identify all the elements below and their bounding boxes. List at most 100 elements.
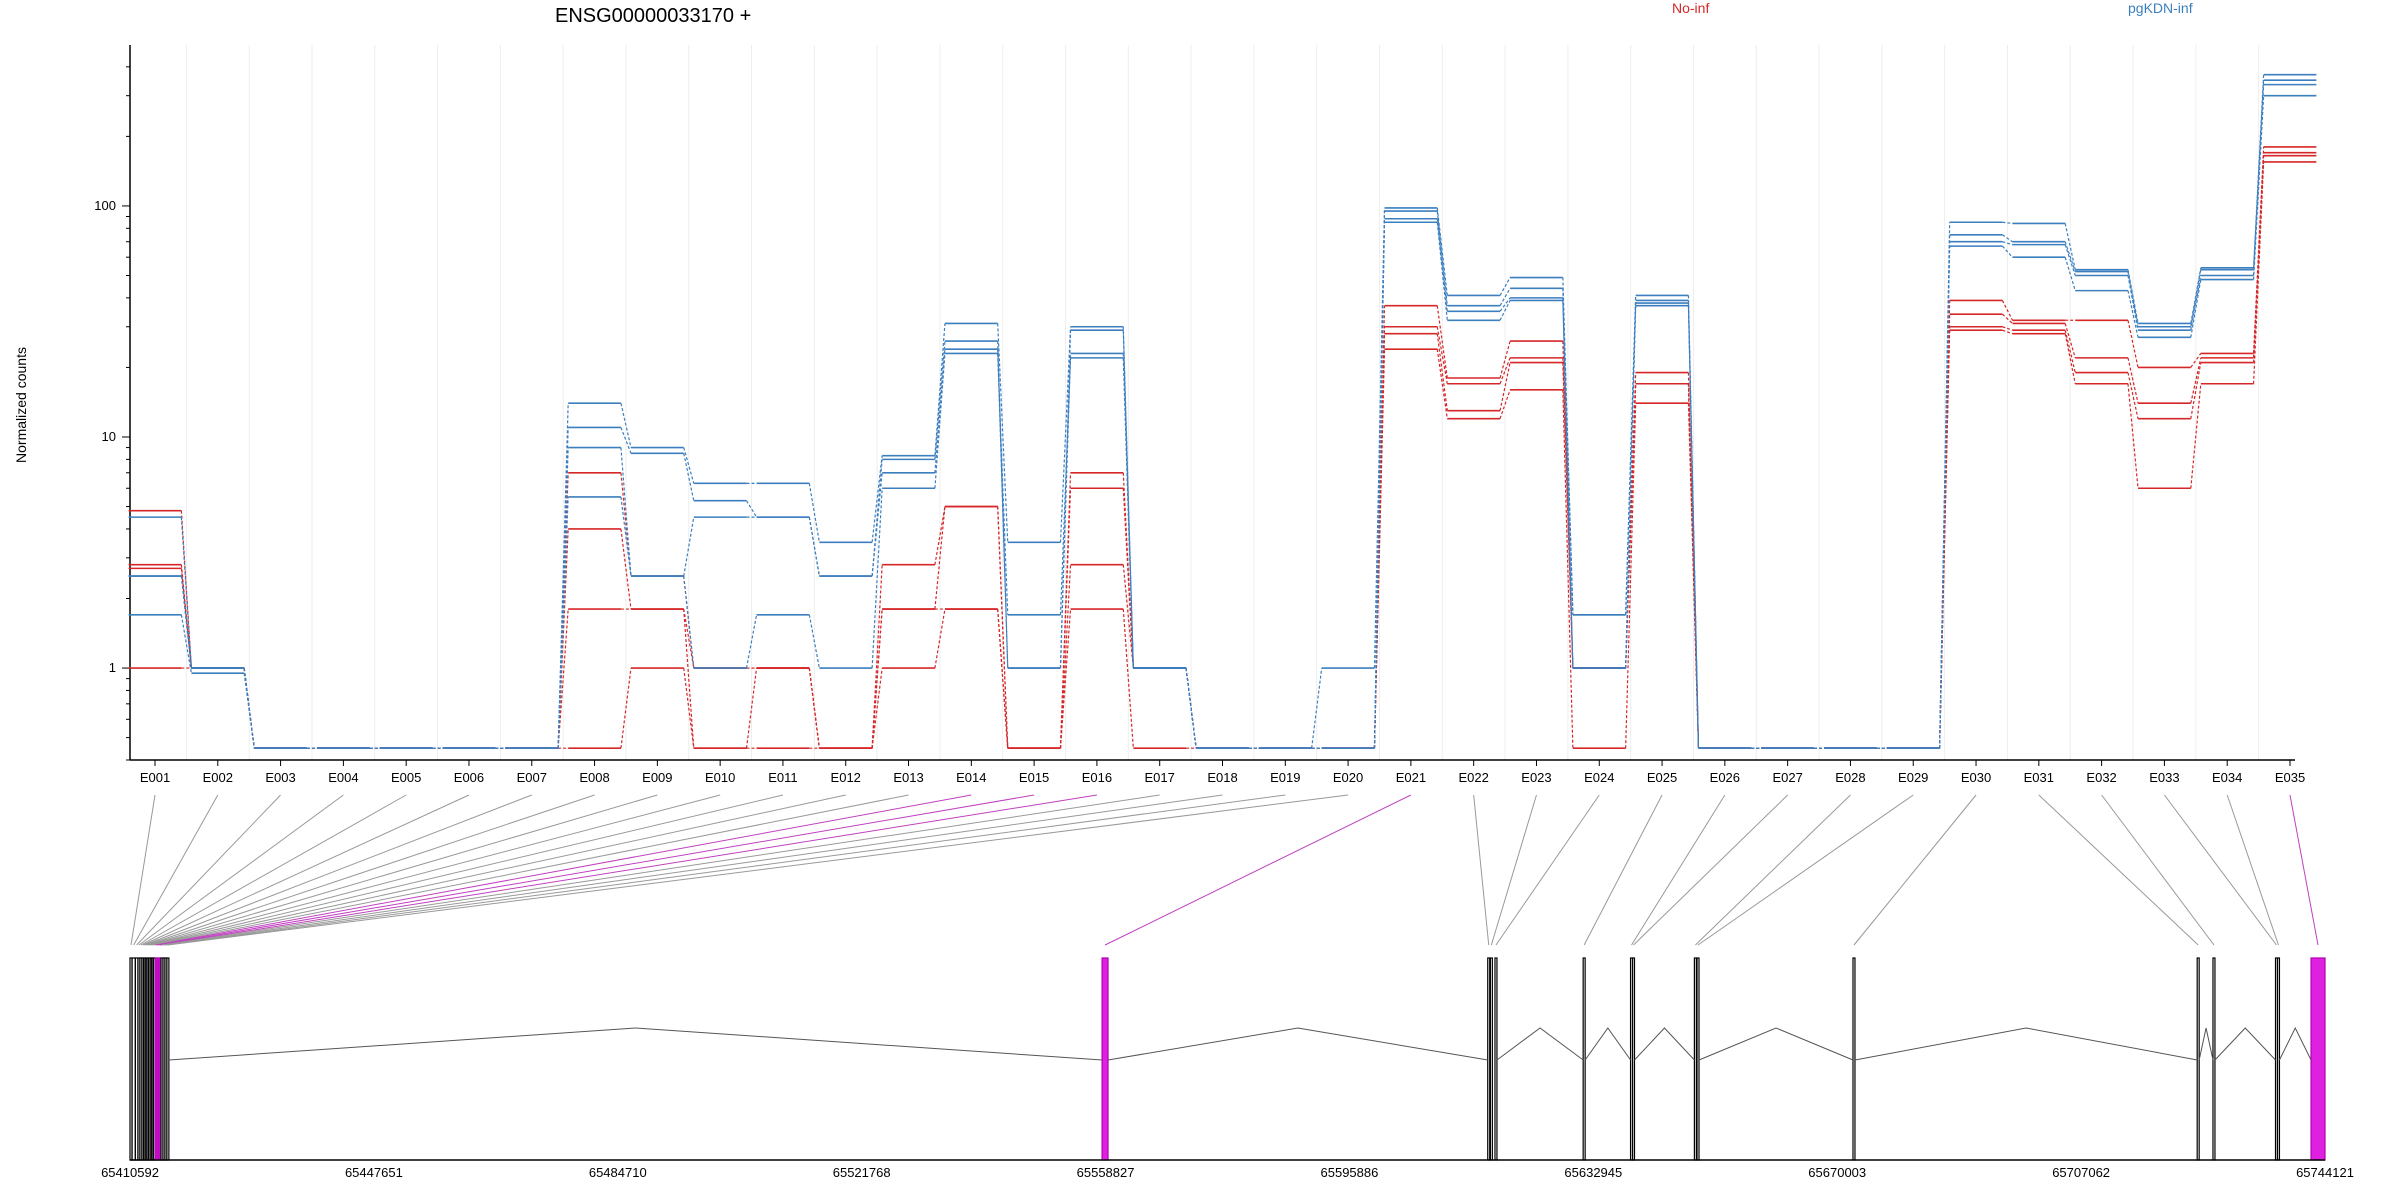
chart-title: ENSG00000033170 + [555, 5, 751, 27]
exon-connector-line [1495, 794, 1600, 946]
exon-connector-line [1697, 794, 1914, 946]
exon-connector-line [1473, 794, 1490, 946]
exon-connector-line [133, 794, 219, 946]
genomic-coordinate-label: 65484710 [589, 1165, 647, 1180]
exon-connectors [130, 794, 2319, 946]
exon-connector-line [2164, 794, 2277, 946]
series-connector-6 [180, 84, 2265, 749]
series-connector-0 [180, 146, 2265, 749]
exon-label: E020 [1333, 770, 1363, 785]
exon-label: E028 [1835, 770, 1865, 785]
intron-line [1496, 1027, 1584, 1061]
exon-box [1582, 957, 1586, 1161]
exon-box [1852, 957, 1856, 1161]
exon-label: E018 [1207, 770, 1237, 785]
exon-connector-line [140, 794, 407, 946]
exon-label: E016 [1082, 770, 1112, 785]
exon-label: E032 [2086, 770, 2116, 785]
exon-label: E015 [1019, 770, 1049, 785]
intron-line [2198, 1027, 2214, 1061]
exon-label: E014 [956, 770, 986, 785]
exon-connector-line [1695, 794, 1851, 946]
exon-connector-line [1633, 794, 1788, 946]
series-connector-5 [180, 80, 2265, 749]
exon-connector-line [1490, 794, 1537, 946]
series-line-4 [128, 73, 2317, 749]
exon-connector-line [1104, 794, 1412, 946]
legend-entry-pgkdn-inf: pgKDN-inf [2128, 0, 2193, 16]
exon-connector-line [145, 794, 595, 946]
series-connector-7 [180, 95, 2265, 749]
intron-line [2279, 1026, 2312, 1061]
series-connector-3 [181, 161, 2265, 749]
exon-connector-line [136, 794, 281, 946]
exon-connector-line [147, 794, 658, 946]
exon-label: E004 [328, 770, 358, 785]
exon-box [1489, 957, 1493, 1161]
exon-connector-line [2226, 794, 2279, 946]
exon-label: E003 [265, 770, 295, 785]
exon-connector-line [1631, 794, 1726, 946]
genomic-coordinate-label: 65521768 [833, 1165, 891, 1180]
exon-connector-line [2038, 794, 2199, 946]
exon-label: E002 [203, 770, 233, 785]
exon-label: E027 [1772, 770, 1802, 785]
exon-label: E024 [1584, 770, 1614, 785]
axes: 1 10 100 [94, 45, 2295, 761]
series-connector-4 [180, 74, 2265, 749]
genomic-coordinate-label: 65632945 [1564, 1165, 1622, 1180]
exon-connector-line [1853, 794, 1977, 946]
exon-label: E005 [391, 770, 421, 785]
series-connector-2 [180, 155, 2265, 749]
exon-connector-line [138, 794, 344, 946]
intron-line [2214, 1027, 2276, 1061]
exon-box [1494, 957, 1498, 1161]
exon-box [2276, 957, 2281, 1161]
exon-label: E035 [2275, 770, 2305, 785]
exon-label: E001 [140, 770, 170, 785]
exon-box [1101, 957, 1109, 1161]
exon-connector-line [155, 794, 972, 946]
legend-entry-no-inf: No-inf [1672, 0, 1709, 16]
exon-connector-line [161, 794, 1160, 946]
exon-connector-line [152, 794, 846, 946]
exon-label: E017 [1145, 770, 1175, 785]
series-line-2 [128, 154, 2317, 749]
y-axis-label: Normalized counts [13, 347, 29, 463]
exon-label: E026 [1710, 770, 1740, 785]
exon-labels: E001 E002 E003 E004 E005 E006 E007 E008 E009 E010… [140, 760, 2305, 785]
genomic-axis: 65410592 65447651 65484710 65521768 65558827… [101, 1159, 2354, 1180]
series-lines [128, 73, 2317, 749]
exon-box [2310, 957, 2326, 1161]
exon-label: E022 [1458, 770, 1488, 785]
series-line-3 [128, 161, 2317, 749]
intron-line [1584, 1027, 1631, 1061]
exon-connector-line [1583, 794, 1663, 946]
genomic-coordinate-label: 65595886 [1321, 1165, 1379, 1180]
exon-label: E031 [2024, 770, 2054, 785]
exon-connector-line [142, 794, 470, 946]
exon-box [2196, 957, 2200, 1161]
exon-connector-line [165, 794, 1286, 946]
exon-label: E011 [768, 770, 797, 785]
exon-connector-line [159, 794, 1097, 946]
exon-box [166, 957, 170, 1161]
series-line-7 [128, 94, 2317, 749]
intron-line [1634, 1027, 1695, 1061]
exon-connector-line [157, 794, 1035, 946]
series-line-0 [128, 146, 2317, 749]
genomic-coordinate-label: 65744121 [2296, 1165, 2354, 1180]
intron-line [1107, 1027, 1488, 1061]
exon-box [1693, 957, 1697, 1161]
exon-label: E034 [2212, 770, 2242, 785]
series-line-5 [128, 79, 2317, 749]
exon-connector-line [144, 794, 532, 946]
exon-label: E006 [454, 770, 484, 785]
exon-label: E007 [517, 770, 547, 785]
exon-label: E019 [1270, 770, 1300, 785]
exon-label: E012 [831, 770, 861, 785]
exon-label: E009 [642, 770, 672, 785]
y-tick-label: 10 [102, 429, 116, 444]
genomic-coordinate-label: 65670003 [1808, 1165, 1866, 1180]
